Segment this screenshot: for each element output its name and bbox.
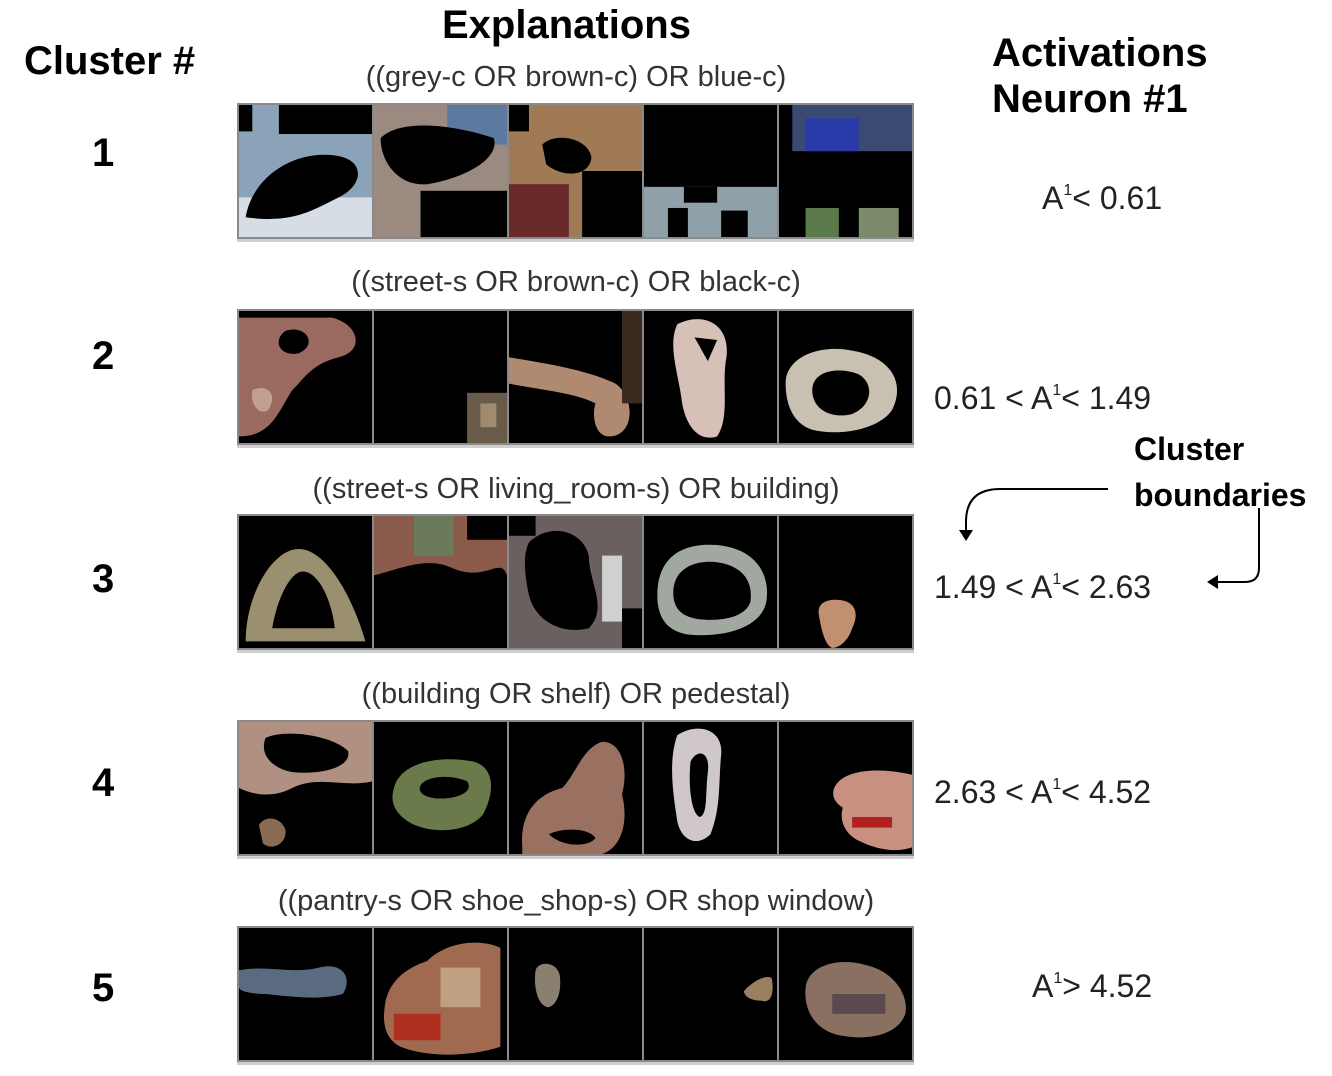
cluster-3-image-strip (237, 514, 914, 653)
cluster-4-image-strip (237, 720, 914, 859)
masked-image (779, 105, 912, 237)
masked-image (644, 722, 777, 854)
cluster-number-1: 1 (92, 131, 115, 175)
cluster-2-explanation: ((street-s OR brown-c) OR black-c) (351, 266, 801, 298)
cluster-number-5: 5 (92, 966, 115, 1010)
activations-column-header: Activations Neuron #1 (992, 31, 1208, 121)
masked-image (779, 928, 912, 1060)
masked-image (374, 516, 507, 648)
masked-image (239, 311, 372, 443)
cluster-5-explanation: ((pantry-s OR shoe_shop-s) OR shop windo… (277, 885, 875, 917)
masked-image (509, 105, 642, 237)
cluster-4-activation-range: 2.63 < A1< 4.52 (934, 774, 1152, 810)
explanations-column-header: Explanations (442, 3, 691, 47)
masked-image (779, 516, 912, 648)
masked-image (239, 928, 372, 1060)
masked-image (644, 311, 777, 443)
cluster-number-4: 4 (92, 761, 115, 805)
cluster-3-activation-range: 1.49 < A1< 2.63 (934, 569, 1152, 605)
masked-image (779, 311, 912, 443)
masked-image (509, 722, 642, 854)
cluster-3-explanation: ((street-s OR living_room-s) OR building… (312, 473, 840, 505)
cluster-1-image-strip (237, 103, 914, 242)
masked-image (779, 722, 912, 854)
masked-image (644, 928, 777, 1060)
masked-image (509, 928, 642, 1060)
masked-image (374, 105, 507, 237)
masked-image (509, 516, 642, 648)
cluster-number-2: 2 (92, 334, 115, 378)
masked-image (644, 516, 777, 648)
cluster-column-header: Cluster # (24, 39, 196, 83)
cluster-1-activation-range: A1< 0.61 (1042, 180, 1163, 216)
masked-image (509, 311, 642, 443)
cluster-4-explanation: ((building OR shelf) OR pedestal) (361, 678, 791, 710)
cluster-1-explanation: ((grey-c OR brown-c) OR blue-c) (365, 61, 787, 93)
masked-image (374, 722, 507, 854)
masked-image (644, 105, 777, 237)
masked-image (239, 722, 372, 854)
cluster-5-activation-range: A1> 4.52 (1032, 968, 1153, 1004)
cluster-boundaries-label: Cluster boundaries (1134, 431, 1307, 513)
masked-image (374, 311, 507, 443)
masked-image (374, 928, 507, 1060)
masked-image (239, 105, 372, 237)
cluster-number-3: 3 (92, 557, 115, 601)
cluster-2-image-strip (237, 309, 914, 448)
cluster-5-image-strip (237, 926, 914, 1065)
cluster-2-activation-range: 0.61 < A1< 1.49 (934, 380, 1152, 416)
masked-image (239, 516, 372, 648)
